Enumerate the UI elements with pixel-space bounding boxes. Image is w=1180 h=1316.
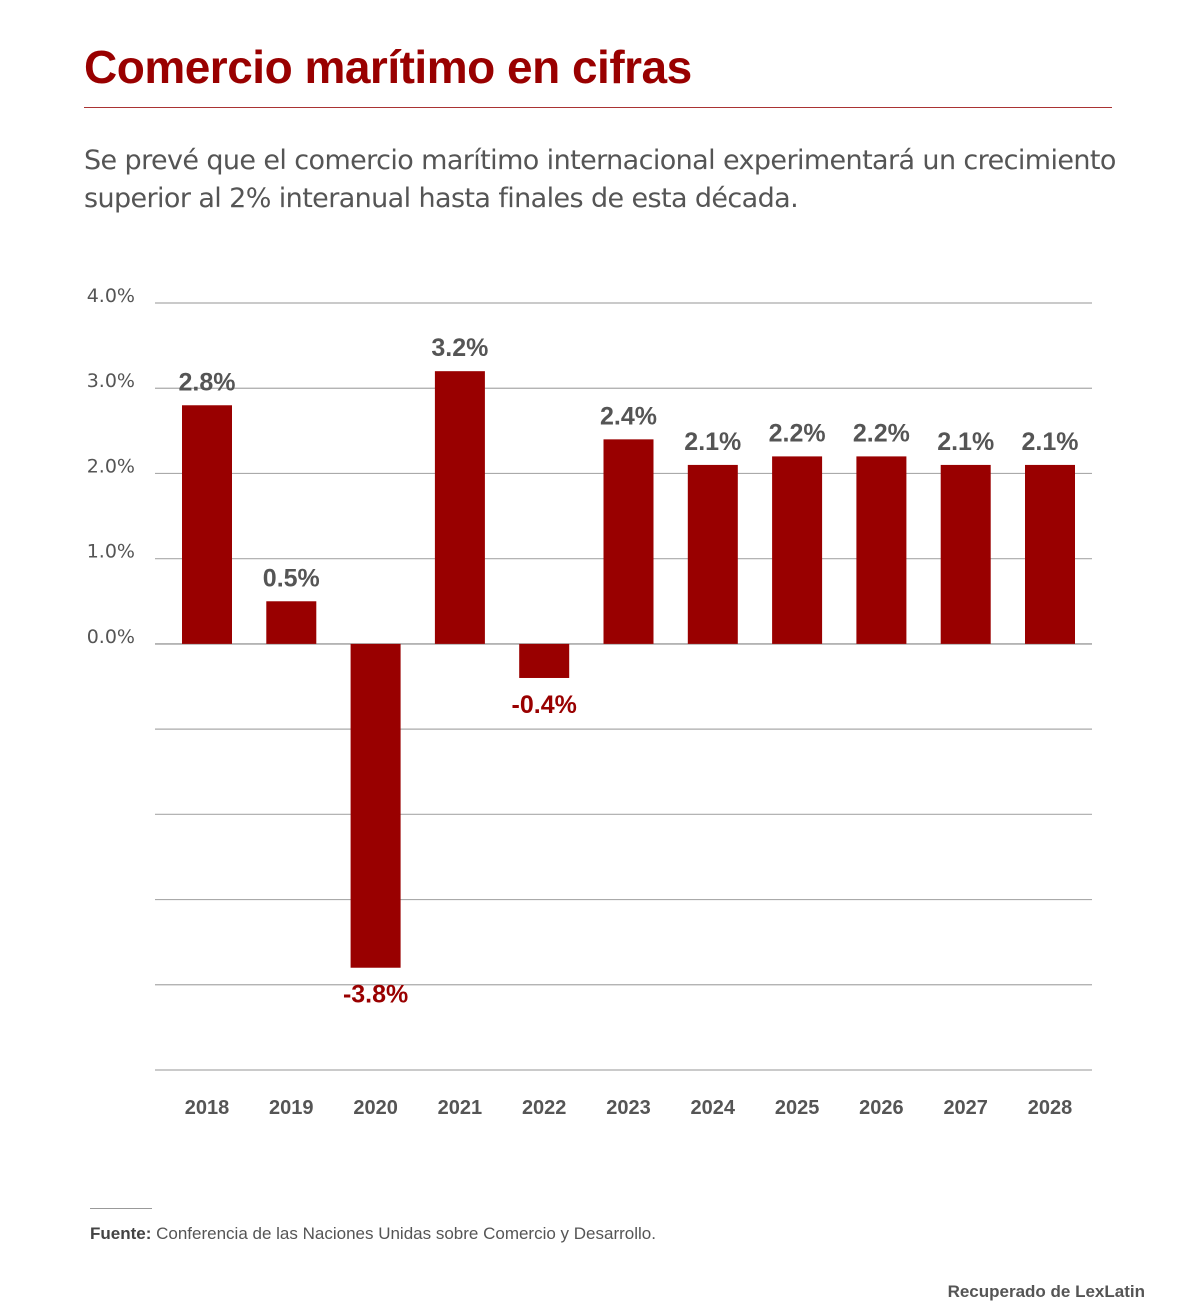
x-tick-label: 2020: [353, 1097, 398, 1119]
data-label: 2.1%: [937, 428, 994, 456]
source-label: Fuente:: [90, 1224, 152, 1243]
source-divider: [90, 1208, 152, 1209]
x-tick-label: 2027: [943, 1097, 988, 1119]
bar: [940, 464, 991, 644]
data-label: 2.2%: [769, 419, 826, 447]
bar: [603, 439, 654, 644]
y-tick-label: 1.0%: [87, 541, 135, 563]
bar: [350, 643, 401, 968]
bar: [687, 464, 738, 644]
x-tick-label: 2021: [438, 1097, 483, 1119]
data-label: 2.8%: [179, 368, 236, 396]
x-tick-label: 2023: [606, 1097, 651, 1119]
bar: [266, 601, 317, 644]
x-tick-label: 2022: [522, 1097, 567, 1119]
x-axis-tick-labels: 2018 2019 2020 2021 2022 2023 2024 2025 2026 2027…: [185, 1097, 1073, 1119]
source-text: Conferencia de las Naciones Unidas sobre…: [156, 1224, 656, 1243]
y-tick-label: 3.0%: [87, 370, 135, 392]
data-label: -3.8%: [343, 981, 408, 1009]
x-tick-label: 2018: [185, 1097, 230, 1119]
data-label: 0.5%: [263, 564, 320, 592]
x-tick-label: 2024: [691, 1097, 736, 1119]
bar: [182, 405, 232, 644]
bar: [519, 643, 570, 678]
chart-title: Comercio marítimo en cifras: [84, 41, 692, 93]
title-divider: [84, 107, 1112, 108]
data-label: 3.2%: [431, 334, 488, 362]
bar: [434, 371, 485, 644]
data-label: 2.2%: [853, 419, 910, 447]
data-label: -0.4%: [512, 691, 577, 719]
source-note: Fuente: Conferencia de las Naciones Unid…: [90, 1224, 656, 1244]
data-label: 2.1%: [684, 428, 741, 456]
data-label: 2.4%: [600, 402, 657, 430]
y-tick-label: 2.0%: [87, 455, 135, 477]
y-tick-label: 4.0%: [87, 285, 135, 307]
bars: 2.8% 0.5% -3.8% 3.2% -0.4% 2.4% 2.1% 2.2% 2.2% 2.…: [179, 334, 1079, 1009]
data-label: 2.1%: [1022, 428, 1079, 456]
bar: [856, 456, 907, 644]
y-axis-tick-labels: 4.0% 3.0% 2.0% 1.0% 0.0%: [87, 285, 135, 648]
bar: [772, 456, 823, 644]
x-tick-label: 2019: [269, 1097, 314, 1119]
x-tick-label: 2028: [1028, 1097, 1073, 1119]
credit-note: Recuperado de LexLatin: [947, 1282, 1145, 1301]
x-tick-label: 2026: [859, 1097, 904, 1119]
x-tick-label: 2025: [775, 1097, 820, 1119]
y-tick-label: 0.0%: [87, 626, 135, 648]
chart-subtitle: Se prevé que el comercio marítimo intern…: [84, 145, 1116, 214]
bar: [1025, 464, 1075, 644]
